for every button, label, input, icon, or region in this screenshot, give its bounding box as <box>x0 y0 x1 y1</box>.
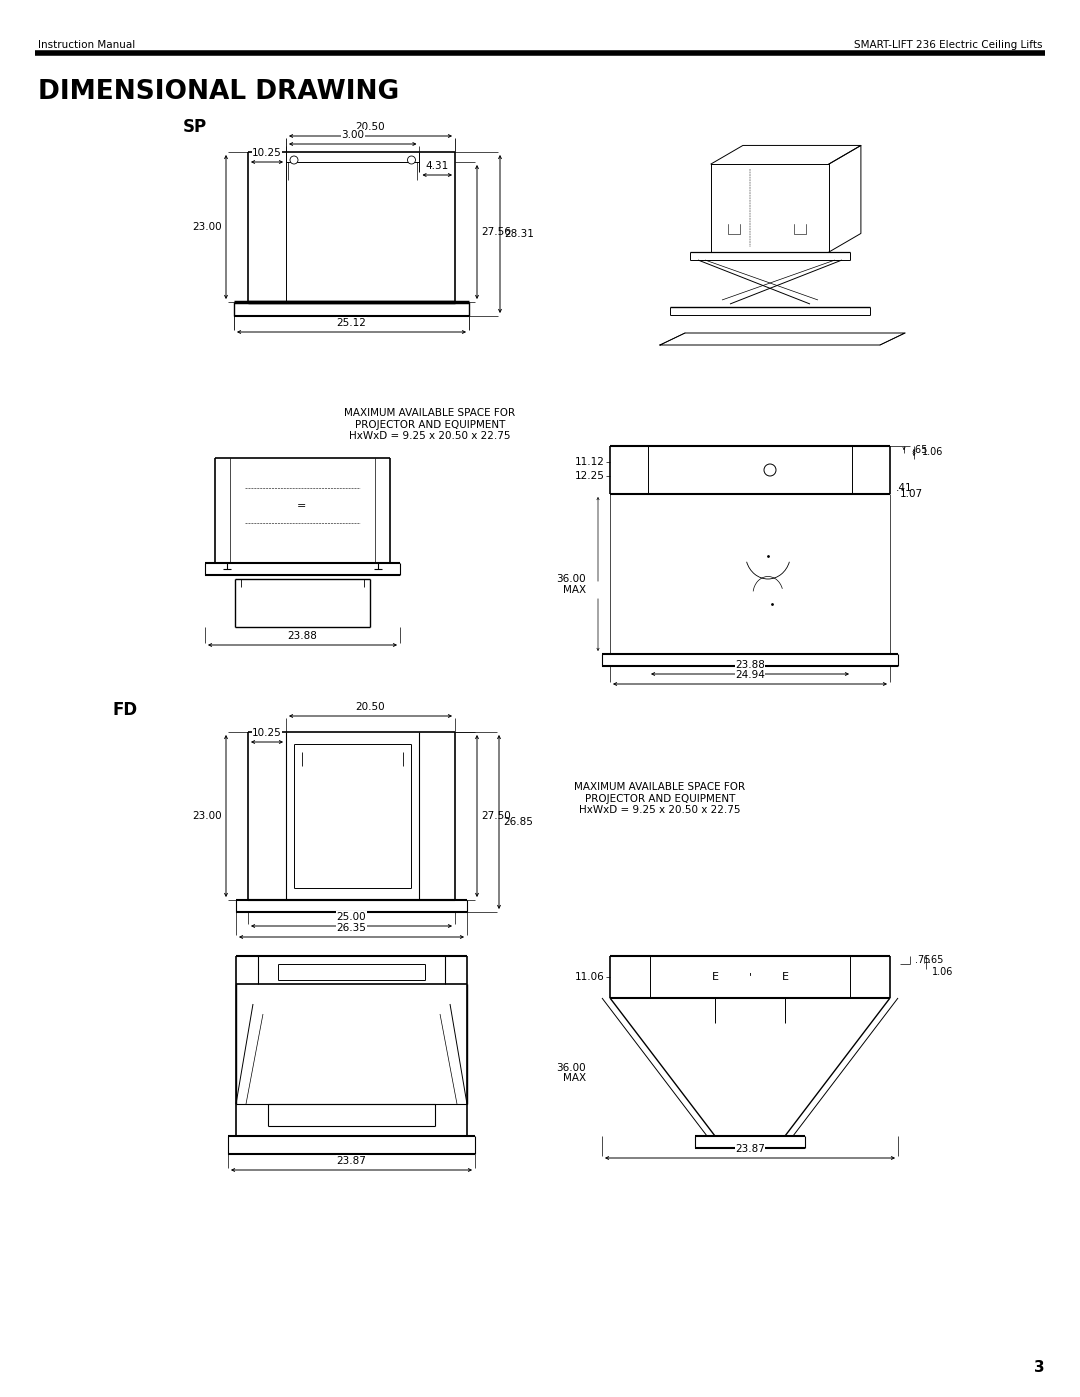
Text: 1.07: 1.07 <box>900 489 923 499</box>
Text: .65: .65 <box>912 446 928 455</box>
Circle shape <box>764 464 777 476</box>
Text: 11.12: 11.12 <box>576 457 605 467</box>
Text: 23.00: 23.00 <box>192 222 222 232</box>
Text: 26.85: 26.85 <box>503 817 532 827</box>
Text: 23.87: 23.87 <box>337 1155 366 1166</box>
Text: =: = <box>297 502 307 511</box>
Text: 36.00: 36.00 <box>556 574 586 584</box>
Circle shape <box>291 156 298 163</box>
Text: .41: .41 <box>896 483 913 493</box>
Text: SMART-LIFT 236 Electric Ceiling Lifts: SMART-LIFT 236 Electric Ceiling Lifts <box>853 41 1042 50</box>
Text: 26.35: 26.35 <box>337 923 366 933</box>
Text: 10.25: 10.25 <box>252 728 282 738</box>
Text: 20.50: 20.50 <box>355 122 386 131</box>
Text: 23.88: 23.88 <box>287 631 318 641</box>
Text: Instruction Manual: Instruction Manual <box>38 41 135 50</box>
Text: 28.31: 28.31 <box>504 229 534 239</box>
Text: MAXIMUM AVAILABLE SPACE FOR
PROJECTOR AND EQUIPMENT
HxWxD = 9.25 x 20.50 x 22.75: MAXIMUM AVAILABLE SPACE FOR PROJECTOR AN… <box>575 782 745 816</box>
Text: 36.00: 36.00 <box>556 1063 586 1073</box>
Text: MAX: MAX <box>563 1073 586 1083</box>
Text: 20.50: 20.50 <box>355 703 386 712</box>
Text: 10.25: 10.25 <box>252 148 282 158</box>
Text: FD: FD <box>112 701 137 719</box>
Text: 11.06: 11.06 <box>576 972 605 982</box>
Text: MAXIMUM AVAILABLE SPACE FOR
PROJECTOR AND EQUIPMENT
HxWxD = 9.25 x 20.50 x 22.75: MAXIMUM AVAILABLE SPACE FOR PROJECTOR AN… <box>345 408 515 441</box>
Text: SP: SP <box>183 117 207 136</box>
Text: 4.31: 4.31 <box>426 161 449 170</box>
Text: 1.06: 1.06 <box>922 447 943 457</box>
Text: .75: .75 <box>915 956 931 965</box>
Text: 27.56: 27.56 <box>481 226 511 237</box>
Text: 23.88: 23.88 <box>735 659 765 671</box>
Text: E: E <box>782 972 788 982</box>
Text: MAX: MAX <box>563 585 586 595</box>
Text: 25.00: 25.00 <box>337 912 366 922</box>
Text: 3: 3 <box>1035 1361 1045 1376</box>
Text: 23.87: 23.87 <box>735 1144 765 1154</box>
Text: E: E <box>712 972 718 982</box>
Text: 1.06: 1.06 <box>932 967 954 977</box>
Text: 27.50: 27.50 <box>481 812 511 821</box>
Text: ': ' <box>748 972 752 982</box>
Text: 12.25: 12.25 <box>576 471 605 481</box>
Circle shape <box>407 156 416 163</box>
Text: 25.12: 25.12 <box>337 319 366 328</box>
Text: .65: .65 <box>928 956 943 965</box>
Text: 3.00: 3.00 <box>341 130 364 140</box>
Text: DIMENSIONAL DRAWING: DIMENSIONAL DRAWING <box>38 80 400 105</box>
Text: 24.94: 24.94 <box>735 671 765 680</box>
Text: 23.00: 23.00 <box>192 812 222 821</box>
